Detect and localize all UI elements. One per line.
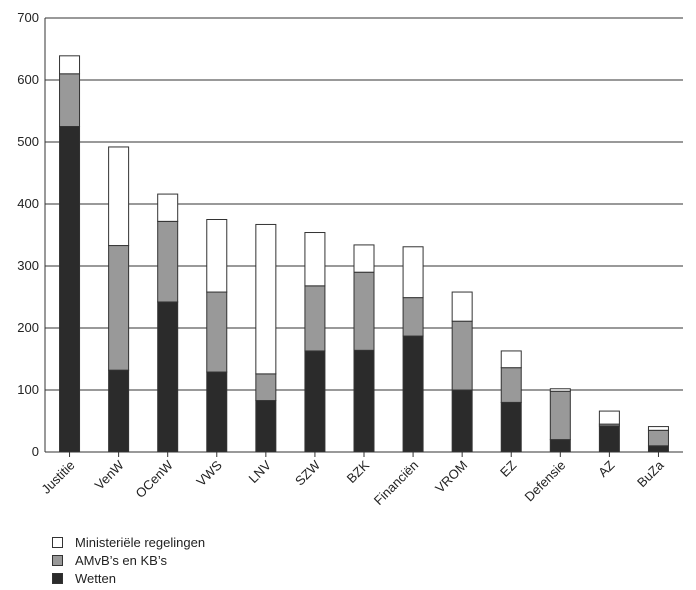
y-tick-label: 100 — [17, 382, 39, 397]
x-tick-label: EZ — [497, 457, 519, 479]
bar-segment-amvb-s-en-kb-s-vrom — [451, 320, 473, 391]
bar-segment-wetten-vrom — [451, 389, 473, 453]
x-tick-label: LNV — [245, 457, 274, 486]
legend-item: Ministeriële regelingen — [52, 533, 205, 551]
x-tick-label: SZW — [292, 457, 324, 489]
bar-segment-ministeri-le-regelingen-az — [598, 410, 620, 425]
bar-segment-ministeri-le-regelingen-ocenw — [157, 193, 179, 222]
bar-segment-ministeri-le-regelingen-szw — [304, 232, 326, 287]
bar-segment-amvb-s-en-kb-s-lnv — [255, 373, 277, 402]
y-tick-label: 300 — [17, 258, 39, 273]
legend-label: Wetten — [75, 570, 116, 586]
bar-segment-amvb-s-en-kb-s-defensie — [549, 390, 571, 441]
bar-segment-wetten-buza — [647, 445, 669, 453]
bar-segment-ministeri-le-regelingen-vws — [206, 219, 228, 293]
bar-segment-wetten-szw — [304, 350, 326, 453]
bar-segment-ministeri-le-regelingen-buza — [647, 426, 669, 431]
bar-segment-amvb-s-en-kb-s-venw — [108, 245, 130, 371]
bar-segment-wetten-ez — [500, 401, 522, 453]
bar-segment-amvb-s-en-kb-s-ocenw — [157, 220, 179, 303]
bar-segment-amvb-s-en-kb-s-ez — [500, 367, 522, 403]
bar-segment-amvb-s-en-kb-s-szw — [304, 285, 326, 352]
legend-label: Ministeriële regelingen — [75, 534, 206, 550]
bar-segment-ministeri-le-regelingen-financiën — [402, 246, 424, 299]
axes — [44, 18, 683, 457]
bar-segment-amvb-s-en-kb-s-justitie — [59, 73, 81, 128]
x-tick-label: OCenW — [133, 457, 177, 501]
bar-segment-ministeri-le-regelingen-bzk — [353, 244, 375, 273]
bar-segment-ministeri-le-regelingen-defensie — [549, 388, 571, 392]
bar-segment-amvb-s-en-kb-s-vws — [206, 291, 228, 373]
bar-segment-amvb-s-en-kb-s-financiën — [402, 297, 424, 337]
x-tick-label: BZK — [344, 457, 373, 486]
y-tick-labels: 0 100 200 300 400 500 600 700 — [17, 10, 39, 459]
bar-segment-wetten-defensie — [549, 439, 571, 453]
x-tick-label: BuZa — [634, 457, 667, 490]
bar-segment-wetten-bzk — [353, 349, 375, 453]
bar-segment-wetten-vws — [206, 371, 228, 453]
bar-segment-ministeri-le-regelingen-vrom — [451, 291, 473, 322]
stacked-bar-chart: 0 100 200 300 400 500 600 700 Justitie VenW OCenW… — [17, 10, 683, 508]
legend-swatch — [52, 536, 63, 548]
bar-segment-ministeri-le-regelingen-venw — [108, 146, 130, 247]
x-tick-label: VWS — [193, 457, 225, 489]
y-tick-label: 600 — [17, 72, 39, 87]
bar-segment-ministeri-le-regelingen-ez — [500, 350, 522, 369]
x-tick-label: VROM — [432, 458, 470, 496]
x-tick-label: Defensie — [522, 458, 569, 505]
legend-swatch — [52, 554, 63, 566]
legend: Ministeriële regelingen AMvB’s en KB’s Wet… — [52, 533, 205, 587]
legend-item: Wetten — [52, 569, 205, 587]
bar-segment-amvb-s-en-kb-s-buza — [647, 429, 669, 447]
x-tick-label: VenW — [92, 457, 128, 493]
bar-segment-wetten-az — [598, 425, 620, 453]
y-tick-label: 200 — [17, 320, 39, 335]
bar-segment-wetten-venw — [108, 369, 130, 453]
y-tick-label: 700 — [17, 10, 39, 25]
legend-item: AMvB’s en KB’s — [52, 551, 205, 569]
bar-segment-wetten-lnv — [255, 400, 277, 453]
bar-segment-wetten-financiën — [402, 335, 424, 453]
bar-segment-wetten-ocenw — [157, 301, 179, 453]
x-tick-label: Financiën — [371, 458, 421, 508]
y-tick-label: 400 — [17, 196, 39, 211]
bar-segment-wetten-justitie — [59, 126, 81, 453]
bar-segment-amvb-s-en-kb-s-bzk — [353, 271, 375, 351]
bar-segment-ministeri-le-regelingen-justitie — [59, 55, 81, 75]
bars — [59, 55, 669, 453]
bar-segment-ministeri-le-regelingen-lnv — [255, 223, 277, 375]
x-tick-label: Justitie — [38, 458, 77, 497]
y-tick-label: 0 — [32, 444, 39, 459]
x-tick-label: AZ — [595, 457, 617, 479]
legend-swatch — [52, 572, 63, 584]
legend-label: AMvB’s en KB’s — [75, 552, 168, 568]
y-tick-label: 500 — [17, 134, 39, 149]
